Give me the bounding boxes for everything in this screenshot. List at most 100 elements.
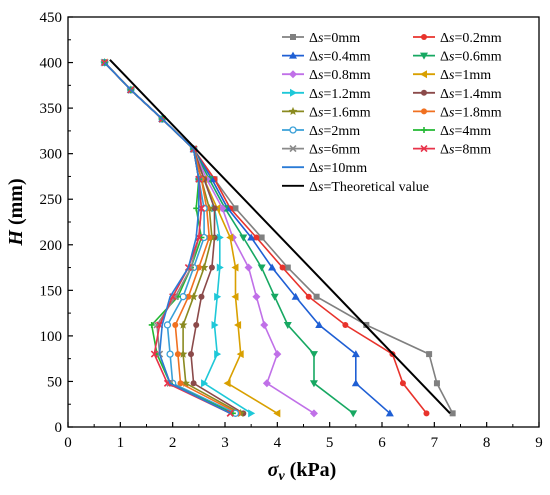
legend-item: Δs=1mm <box>413 68 491 83</box>
data-point <box>179 293 187 301</box>
data-point <box>232 205 239 212</box>
data-point <box>195 264 202 271</box>
data-point <box>258 234 265 241</box>
data-point <box>172 321 179 328</box>
legend-label: Δs=0.8mm <box>309 68 371 83</box>
data-point <box>421 108 427 115</box>
data-point <box>279 264 286 271</box>
legend-item: Δs=10mm <box>282 161 367 176</box>
data-point <box>214 350 222 359</box>
x-tick-label: 0 <box>64 435 72 451</box>
data-point <box>313 293 320 300</box>
y-tick-label: 250 <box>40 192 63 208</box>
data-point <box>218 204 227 213</box>
data-point <box>290 34 296 40</box>
data-point <box>178 320 188 329</box>
x-tick-label: 9 <box>535 435 543 451</box>
y-tick-label: 200 <box>40 238 63 254</box>
data-point <box>198 293 205 300</box>
x-tick-label: 1 <box>117 435 125 451</box>
legend-item: Δs=Theoretical value <box>282 180 429 195</box>
data-point <box>187 351 194 358</box>
legend-label: Δs=0mm <box>309 31 360 46</box>
data-point <box>420 52 428 60</box>
data-point <box>211 320 219 329</box>
x-axis-title: σv (kPa) <box>268 459 337 484</box>
x-tick-label: 3 <box>221 435 229 451</box>
legend-label: Δs=2mm <box>309 124 360 139</box>
data-point <box>211 205 218 212</box>
legend: Δs=0mm Δs=0.2mm Δs=0.4mm Δs=0.6mm Δs=0.8mm Δs… <box>282 31 502 195</box>
data-point <box>223 379 231 388</box>
x-tick-label: 6 <box>378 435 386 451</box>
y-axis: 0 50 100 150 200 250 300 350 400 450 <box>40 10 73 436</box>
legend-item: Δs=0.4mm <box>282 50 371 65</box>
data-point <box>289 126 297 134</box>
legend-label: Δs=1.6mm <box>309 105 371 120</box>
data-point <box>449 410 456 417</box>
data-point <box>349 410 358 418</box>
series-line <box>104 62 231 415</box>
data-point <box>421 34 427 40</box>
legend-label: Δs=1.8mm <box>440 105 502 120</box>
legend-item: Δs=8mm <box>413 143 491 158</box>
data-point <box>284 264 291 271</box>
data-point <box>226 233 234 242</box>
legend-item: Δs=1.6mm <box>282 105 371 120</box>
data-point <box>185 293 192 300</box>
legend-label: Δs=0.2mm <box>440 31 502 46</box>
legend-item: Δs=0.8mm <box>282 68 371 83</box>
x-tick-label: 2 <box>169 435 177 451</box>
data-point <box>433 380 440 387</box>
data-point <box>309 409 318 418</box>
y-tick-label: 100 <box>40 329 63 345</box>
series <box>109 59 451 414</box>
data-point <box>177 380 184 387</box>
y-tick-label: 300 <box>40 147 63 163</box>
data-point <box>257 264 266 272</box>
data-point <box>315 320 324 328</box>
data-point <box>420 70 427 79</box>
data-point <box>231 292 239 301</box>
data-point <box>247 233 256 241</box>
data-point <box>421 89 427 96</box>
data-point <box>268 263 277 271</box>
data-point <box>252 292 261 301</box>
data-point <box>199 263 209 272</box>
y-tick-label: 50 <box>47 374 62 390</box>
data-point <box>216 233 224 242</box>
data-point <box>248 409 256 418</box>
y-tick-label: 450 <box>40 10 63 26</box>
data-point <box>214 292 222 301</box>
data-point <box>426 351 433 358</box>
data-point <box>206 234 213 241</box>
data-point <box>253 234 260 241</box>
series <box>104 62 231 415</box>
data-point <box>260 320 269 329</box>
data-point <box>289 51 297 59</box>
legend-label: Δs=8mm <box>440 143 491 158</box>
x-tick-label: 7 <box>431 435 439 451</box>
data-point <box>423 410 430 417</box>
series <box>101 59 247 417</box>
data-point <box>289 70 297 79</box>
legend-item: Δs=0.6mm <box>413 50 502 65</box>
data-point <box>385 409 394 417</box>
data-point <box>201 379 209 388</box>
data-point <box>216 263 224 272</box>
data-point <box>174 351 181 358</box>
data-point <box>342 321 349 328</box>
data-point <box>309 351 318 359</box>
x-tick-label: 8 <box>483 435 491 451</box>
data-point <box>270 293 279 301</box>
series-line <box>109 59 451 414</box>
legend-item: Δs=1.2mm <box>282 87 371 102</box>
legend-label: Δs=4mm <box>440 124 491 139</box>
data-point <box>351 379 360 387</box>
legend-label: Δs=6mm <box>309 143 360 158</box>
data-point <box>244 263 253 272</box>
legend-item: Δs=2mm <box>282 124 360 139</box>
legend-label: Δs=1.4mm <box>440 87 502 102</box>
legend-item: Δs=1.4mm <box>413 87 502 102</box>
data-point <box>289 145 297 153</box>
